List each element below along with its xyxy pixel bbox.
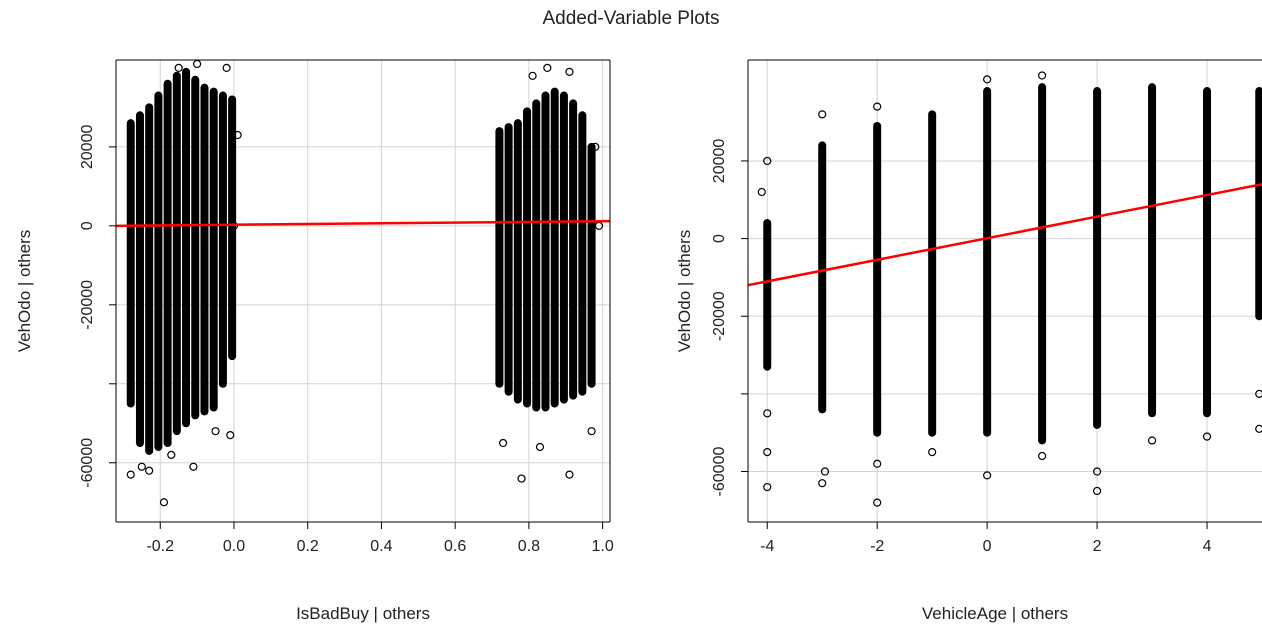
y-axis-title: VehOdo | others [675,230,694,353]
scatter-point [222,63,231,72]
panel-isbadbuy: -0.2 0.0 0.2 0.4 0.6 0.8 1.0 -60000 -20000 20000 0… [15,59,614,623]
scatter-point [1255,389,1262,398]
scatter-point [591,142,600,151]
y-tick-label: -60000 [79,438,96,488]
scatter-point [193,60,202,69]
scatter-point [763,482,772,492]
y-tick-label: 0 [79,221,96,230]
scatter-point [528,71,537,80]
scatter-point [757,187,766,197]
scatter-point [498,438,508,448]
data-layer [748,71,1262,507]
scatter-point [983,75,992,84]
scatter-point [517,474,526,483]
scatter-point [587,427,596,436]
scatter-point [873,498,882,507]
x-tick-label: 1.0 [592,538,614,555]
scatter-point [543,63,552,72]
x-tick-label: -0.2 [146,538,174,555]
x-tick-label: -4 [760,538,774,555]
x-tick-label: 0.4 [370,538,392,555]
scatter-point [233,130,242,140]
scatter-point [211,427,220,436]
scatter-point [565,470,574,479]
x-tick-label: 4 [1203,538,1212,555]
data-layer [116,60,610,507]
x-axis-title: IsBadBuy | others [296,604,430,623]
scatter-point [137,462,146,471]
scatter-point [763,156,772,166]
x-tick-label: 0.0 [223,538,245,555]
y-tick-label: 0 [711,234,728,243]
scatter-point [1038,451,1047,461]
scatter-point [1147,436,1157,445]
y-tick-label: -20000 [79,280,96,330]
scatter-point [928,448,937,457]
scatter-point [565,67,574,76]
scatter-point [1092,467,1102,476]
x-tick-label: -2 [870,538,884,555]
scatter-point [145,466,154,475]
x-axis-title: VehicleAge | others [922,604,1068,623]
main-title: Added-Variable Plots [542,8,720,29]
x-tick-label: 0.6 [444,538,466,555]
x-tick-label: 2 [1093,538,1102,555]
scatter-point [1255,424,1262,433]
scatter-point [873,459,882,468]
fit-line [116,219,610,228]
scatter-point [535,442,545,452]
scatter-point [763,448,772,457]
scatter-point [818,110,827,119]
scatter-point [226,431,235,440]
y-axis-title: VehOdo | others [15,230,34,353]
y-tick-label: 20000 [711,139,728,184]
y-tick-label: -60000 [711,447,728,497]
scatter-point [820,467,830,476]
scatter-point [1092,486,1102,496]
scatter-point [873,102,882,111]
scatter-point [1202,432,1212,441]
y-tick-label: 20000 [79,125,96,170]
scatter-point [818,479,827,488]
scatter-point [174,63,183,72]
scatter-point [167,450,176,459]
y-tick-label: -20000 [711,291,728,341]
fit-line [748,183,1262,287]
scatter-point [983,471,992,480]
x-tick-label: 0 [983,538,992,555]
panel-vehicleage: -4 -2 0 2 4 -60000 -20000 20000 0 VehicleAge | ot… [675,59,1262,623]
x-tick-label: 0.8 [518,538,540,555]
scatter-point [159,498,169,507]
scatter-point [189,462,198,471]
scatter-point [1038,71,1047,80]
x-tick-label: 0.2 [297,538,319,555]
plot-frame [115,59,611,523]
scatter-point [763,409,772,418]
plot-frame [747,59,1262,523]
scatter-point [126,470,135,479]
